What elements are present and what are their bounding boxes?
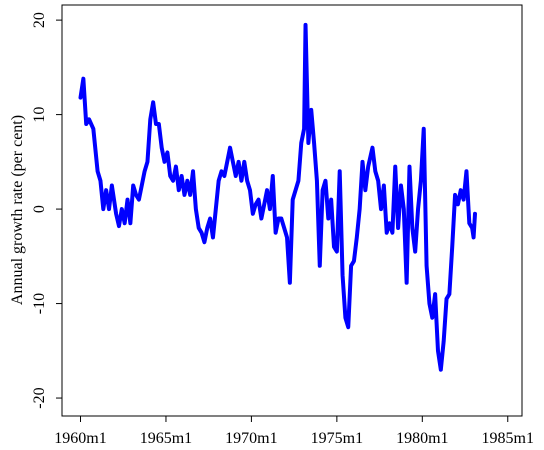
x-tick-label: 1985m1 <box>482 430 534 447</box>
data-line <box>78 22 477 372</box>
x-tick-label: 1970m1 <box>225 430 277 447</box>
y-tick-label: -20 <box>31 387 48 408</box>
y-axis-label: Annual growth rate (per cent) <box>9 115 26 305</box>
x-tick-label: 1960m1 <box>54 430 106 447</box>
plot-frame <box>61 4 523 417</box>
x-tick-label: 1965m1 <box>140 430 192 447</box>
y-tick-label: 10 <box>31 107 48 123</box>
y-tick-label: 20 <box>31 12 48 28</box>
y-tick-label: 0 <box>31 205 48 213</box>
x-tick-label: 1980m1 <box>396 430 448 447</box>
x-tick-label: 1975m1 <box>311 430 363 447</box>
y-tick-label: -10 <box>31 293 48 314</box>
